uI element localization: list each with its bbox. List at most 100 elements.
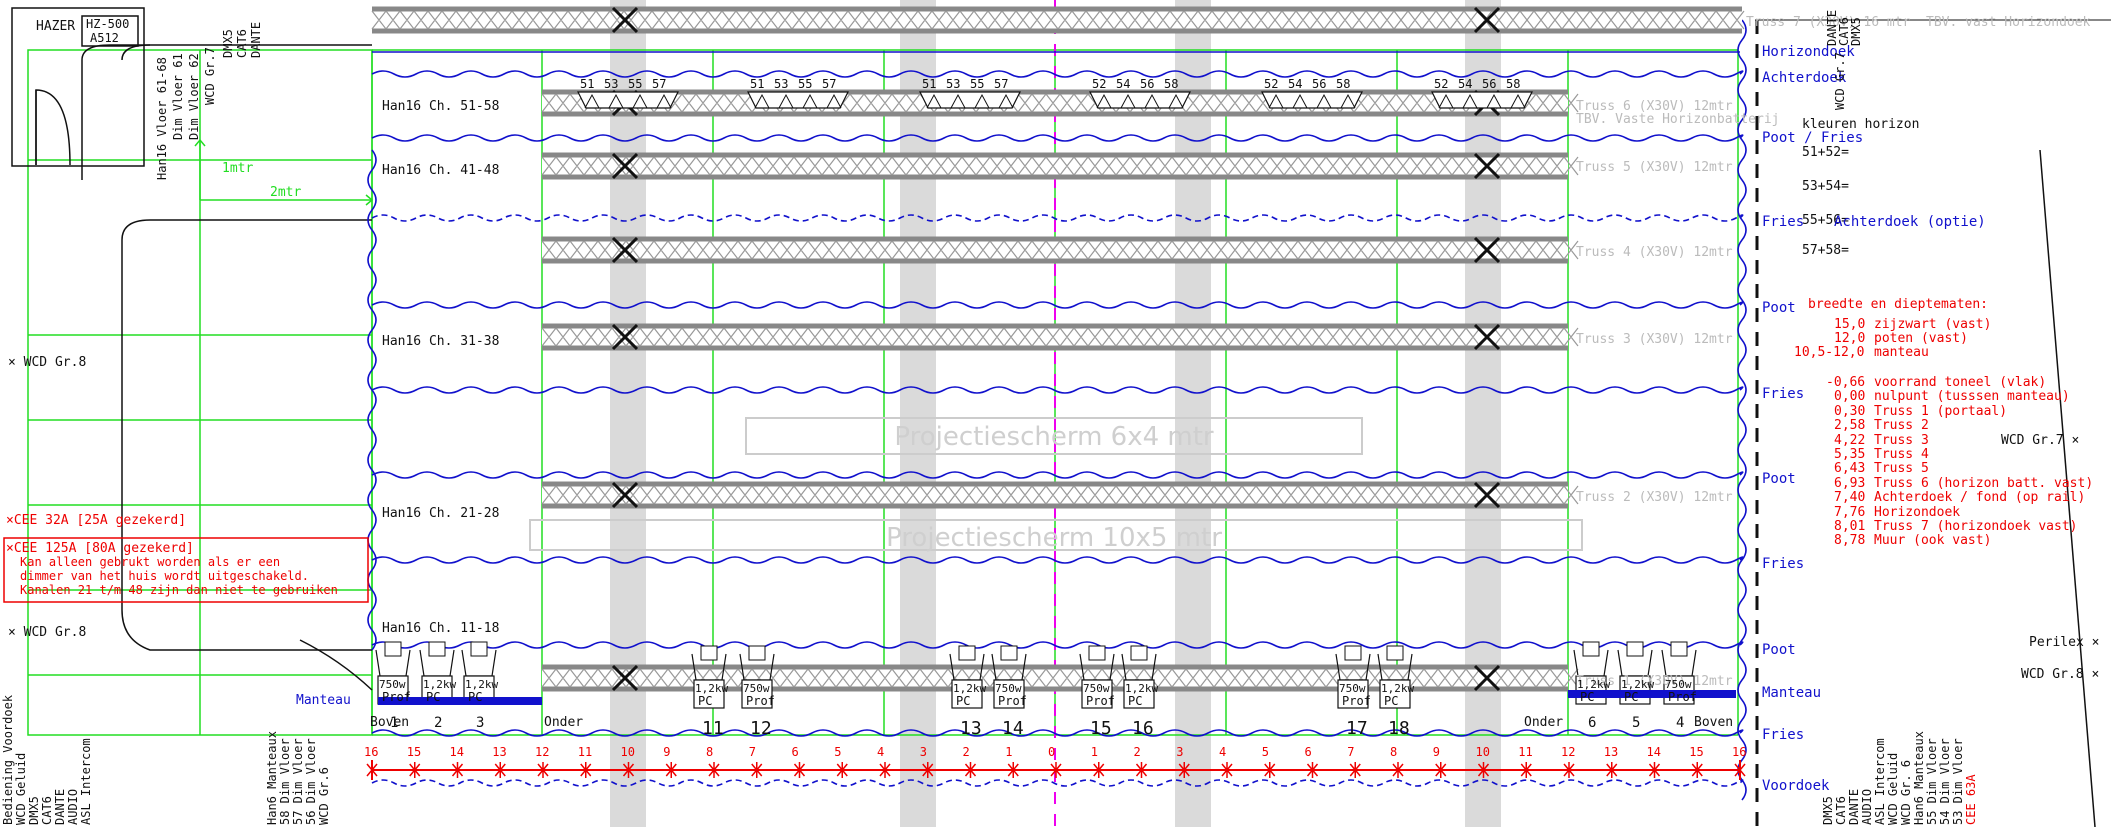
ruler-label: 9 (1432, 745, 1440, 759)
depth-label: Truss 2 (1874, 418, 1929, 434)
far-right-wcd8: WCD Gr.8 × (2021, 667, 2100, 682)
ruler-label: 5 (834, 745, 842, 759)
ruler-tick (1007, 762, 1019, 778)
truss1-fixture (1335, 645, 1371, 709)
fixture-power: 1,2kw (423, 678, 457, 691)
ruler-tick (1093, 762, 1105, 778)
horizon-color-2: 53+54= (1802, 179, 1849, 194)
hazer-model: HZ-500 (86, 17, 130, 31)
fries-drape-4 (371, 729, 1744, 737)
batten-channel: 57 (822, 77, 837, 91)
horizon-overlay: Achterdoek (optie) (1834, 214, 1986, 230)
ruler-label: 12 (535, 745, 550, 759)
label-poot-3: Poot (1762, 642, 1796, 658)
hoist-point (611, 664, 639, 692)
bottom-vertical-label: CAT6 (40, 796, 54, 825)
wall-slant (2039, 149, 2096, 827)
depth-label: Horizondoek (1874, 504, 1961, 520)
cee-note-box (3, 537, 369, 603)
label-manteau: Manteau (1762, 685, 1822, 701)
hoist-point (611, 481, 639, 509)
ruler-tick (1392, 762, 1404, 778)
cee-note-2: dimmer van het huis wordt uitgeschakeld. (20, 569, 309, 583)
bottom-vertical-label: DANTE (53, 788, 67, 825)
bottom-vertical-label: Han6 Manteaux (265, 731, 279, 825)
batten-channel: 58 (1164, 77, 1179, 91)
truss1-fixture-number: 13 (960, 718, 982, 739)
bottom-vertical-label: WCD Gr. 6 (1899, 759, 1913, 825)
bottom-vertical-label: 58 Dim Vloer (278, 738, 292, 825)
ruler-label: 12 (1561, 745, 1576, 759)
left-side-drape (367, 149, 377, 651)
hoist-point (1473, 323, 1501, 351)
depth-value: 0,00 (1834, 389, 1866, 405)
ruler-label: 6 (791, 745, 799, 759)
ruler-label: 11 (1518, 745, 1533, 759)
batten-channel: 52 (1434, 77, 1449, 91)
ruler-label: 3 (1176, 745, 1184, 759)
ruler-tick (1135, 762, 1148, 778)
label-voordoek: Voordoek (1762, 778, 1830, 794)
truss-6-sub: TBV. Vaste Horizonbatterij (1576, 112, 1780, 127)
right-side-drape (1737, 19, 1747, 801)
ruler-marks (366, 762, 1746, 778)
floor-fixture-number: 6 (1588, 715, 1597, 731)
ruler-tick (1264, 762, 1276, 778)
row-label-31-38: Han16 Ch. 31-38 (382, 334, 500, 349)
hoist-point (1473, 6, 1501, 34)
fixture-type: Prof (1342, 694, 1371, 708)
horizon-color-3: 55+56= (1802, 213, 1849, 228)
label-manteau-left: Manteau (296, 693, 351, 708)
label-fries-2: Fries (1762, 386, 1805, 402)
fixture-type: Prof (1668, 690, 1697, 704)
ruler-tick (1221, 762, 1233, 778)
fries-drape-1 (371, 214, 1744, 222)
hoist-point (1473, 236, 1501, 264)
floor-label-3: Dim Vloer 62 (187, 53, 201, 140)
batten-channel: 56 (1140, 77, 1155, 91)
width-label: zijzwart (vast) (1874, 317, 1992, 332)
depth-value: 6,93 (1834, 475, 1866, 491)
floor-label-2: Dim Vloer 61 (171, 53, 185, 140)
top-connector-2: CAT6 (235, 29, 249, 58)
ruler-tick (964, 762, 977, 778)
ruler-label: 14 (449, 745, 464, 759)
truss-4-label: Truss 4 (X30V) 12mtr (1576, 245, 1733, 260)
label-horizondoek: Horizondoek (1762, 44, 1855, 60)
truss1-fixture-number: 15 (1090, 718, 1112, 739)
truss1-fixture (949, 645, 985, 709)
far-right-wcd7: WCD Gr.7 × (2001, 433, 2080, 448)
truss-1-label: Truss 1 (X30V) 12mtr (1576, 674, 1733, 689)
horizon-batten (1089, 91, 1191, 109)
floor-fixture-number: 2 (434, 715, 443, 731)
depth-label: Truss 6 (horizon batt. vast) (1874, 475, 2094, 491)
depth-value: 2,58 (1834, 418, 1866, 434)
ruler-tick (1648, 762, 1661, 778)
width-value: 15,0 (1834, 317, 1866, 332)
width-label: poten (vast) (1874, 331, 1968, 346)
depth-label: Truss 4 (1874, 447, 1929, 462)
depth-label: voorrand toneel (vlak) (1874, 375, 2047, 390)
poot-drape-1 (371, 301, 1744, 309)
batten-channel: 51 (580, 77, 595, 91)
far-right-perilex: Perilex × (2029, 635, 2100, 650)
fixture-type: PC (1128, 694, 1143, 708)
floor-fixture-number: 1 (390, 715, 399, 731)
fixture-power: 750w (995, 682, 1022, 695)
batten-channel: 57 (994, 77, 1009, 91)
ruler-label: 4 (877, 745, 885, 759)
bottom-vertical-label: 54 Dim Vloer (1938, 738, 1952, 825)
fixture-power: 1,2kw (1125, 682, 1159, 695)
width-value: 12,0 (1834, 331, 1866, 346)
fries-drape-3 (371, 556, 1744, 564)
wcd-left-1: × WCD Gr.8 (8, 355, 87, 370)
truss1-fixture-number: 12 (750, 718, 772, 739)
depth-value: 0,30 (1834, 403, 1866, 419)
ruler-tick (1050, 762, 1062, 778)
ruler-tick (494, 762, 506, 778)
batten-channel: 54 (1116, 77, 1131, 91)
ruler-label: 14 (1646, 745, 1661, 759)
ruler-tick (1349, 762, 1361, 778)
batten-channel: 54 (1288, 77, 1303, 91)
